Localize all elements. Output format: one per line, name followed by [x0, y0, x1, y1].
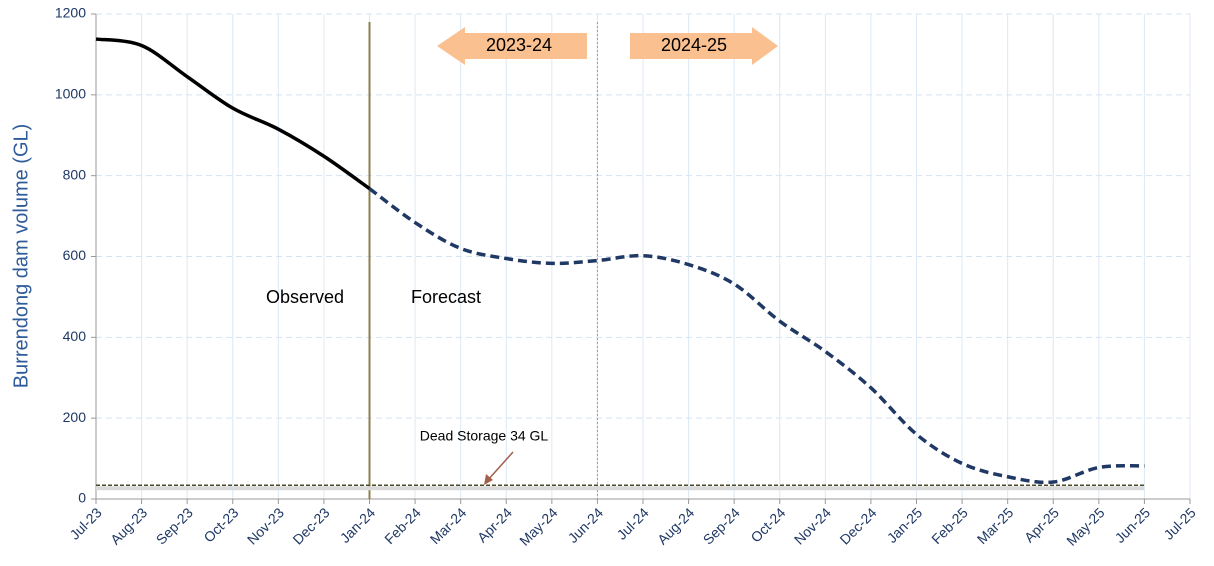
x-tick-label: Nov-23 — [244, 504, 287, 547]
annotation-arrow — [486, 451, 514, 482]
y-tick-label: 0 — [78, 490, 86, 506]
x-tick-label: Jul-23 — [66, 504, 104, 542]
y-tick-label: 1200 — [55, 5, 86, 21]
x-tick-label: Feb-25 — [928, 504, 971, 547]
y-tick-label: 1000 — [55, 86, 86, 102]
x-tick-label: May-24 — [516, 504, 560, 548]
x-tick-label: Dec-23 — [289, 504, 332, 547]
y-tick-label: 200 — [63, 409, 87, 425]
legend-label: Forecast — [411, 287, 481, 307]
x-tick-label: Aug-23 — [107, 504, 150, 547]
x-tick-label: Apr-24 — [474, 504, 515, 545]
period-label: 2024-25 — [661, 35, 727, 55]
y-tick-label: 800 — [63, 166, 87, 182]
x-tick-label: Oct-23 — [200, 504, 241, 545]
annotation-arrowhead — [484, 474, 493, 485]
x-tick-label: Sep-24 — [700, 504, 743, 547]
series-line — [95, 37, 371, 191]
period-arrow — [437, 27, 587, 65]
dead-storage-label: Dead Storage 34 GL — [420, 428, 549, 444]
x-tick-label: Aug-24 — [654, 504, 697, 547]
x-tick-label: Oct-24 — [747, 504, 788, 545]
x-tick-label: Jan-25 — [884, 504, 926, 546]
x-tick-label: Mar-25 — [974, 504, 1017, 547]
series-line — [368, 187, 1145, 485]
x-tick-label: Mar-24 — [427, 504, 470, 547]
x-tick-label: Jan-24 — [337, 504, 379, 546]
period-arrow — [630, 27, 778, 65]
x-tick-label: Jul-24 — [613, 504, 651, 542]
period-label: 2023-24 — [486, 35, 552, 55]
x-tick-label: Nov-24 — [791, 504, 834, 547]
x-tick-label: Feb-24 — [381, 504, 424, 547]
y-axis-label: Burrendong dam volume (GL) — [10, 124, 32, 389]
legend-label: Observed — [266, 287, 344, 307]
x-tick-label: Sep-23 — [153, 504, 196, 547]
y-tick-label: 600 — [63, 247, 87, 263]
x-tick-label: May-25 — [1063, 504, 1107, 548]
x-tick-label: Jun-25 — [1112, 504, 1154, 546]
y-tick-label: 400 — [63, 328, 87, 344]
x-tick-label: Apr-25 — [1021, 504, 1062, 545]
x-tick-label: Jun-24 — [565, 504, 607, 546]
x-tick-label: Jul-25 — [1160, 504, 1198, 542]
x-tick-label: Dec-24 — [836, 504, 879, 547]
